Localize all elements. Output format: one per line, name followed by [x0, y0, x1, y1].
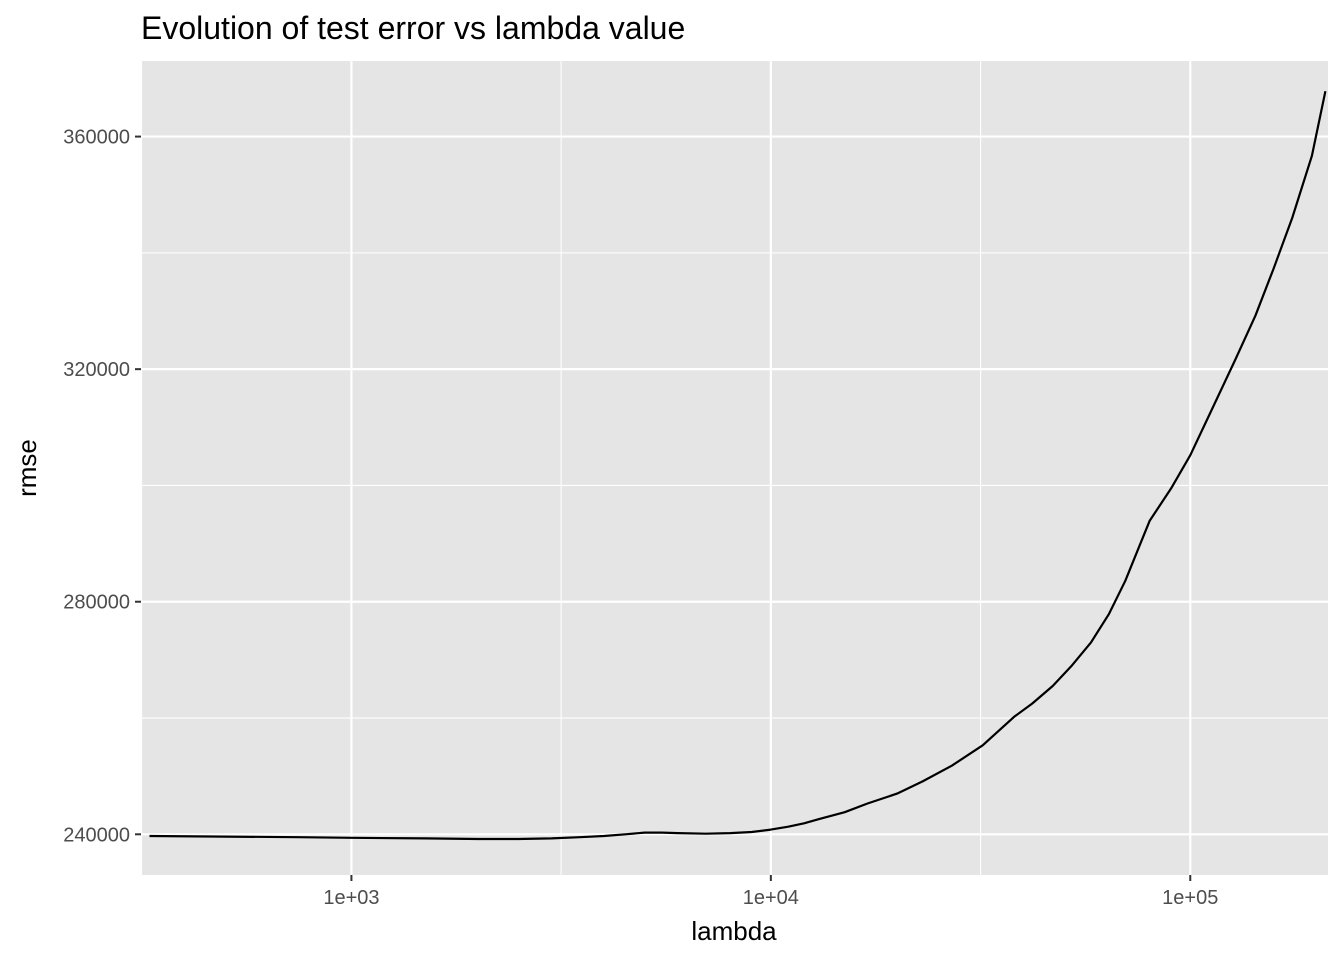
- x-tick-label: 1e+05: [1162, 887, 1218, 909]
- chart-title: Evolution of test error vs lambda value: [141, 10, 685, 46]
- y-tick-label: 280000: [63, 592, 130, 614]
- y-tick-label: 320000: [63, 359, 130, 381]
- y-tick-label: 360000: [63, 127, 130, 149]
- plot-panel: [141, 61, 1328, 875]
- x-axis: 1e+03 1e+04 1e+05: [323, 875, 1218, 909]
- series-line: [149, 90, 1327, 841]
- x-tick-label: 1e+04: [743, 887, 799, 909]
- y-axis: 240000 280000 320000 360000: [63, 127, 141, 846]
- x-tick-label: 1e+03: [323, 887, 379, 909]
- y-tick-label: 240000: [63, 824, 130, 846]
- major-gridlines: [141, 61, 1328, 875]
- x-axis-title: lambda: [691, 916, 777, 946]
- series-group: [149, 90, 1327, 841]
- minor-gridlines: [141, 61, 1328, 875]
- y-axis-title: rmse: [12, 439, 42, 497]
